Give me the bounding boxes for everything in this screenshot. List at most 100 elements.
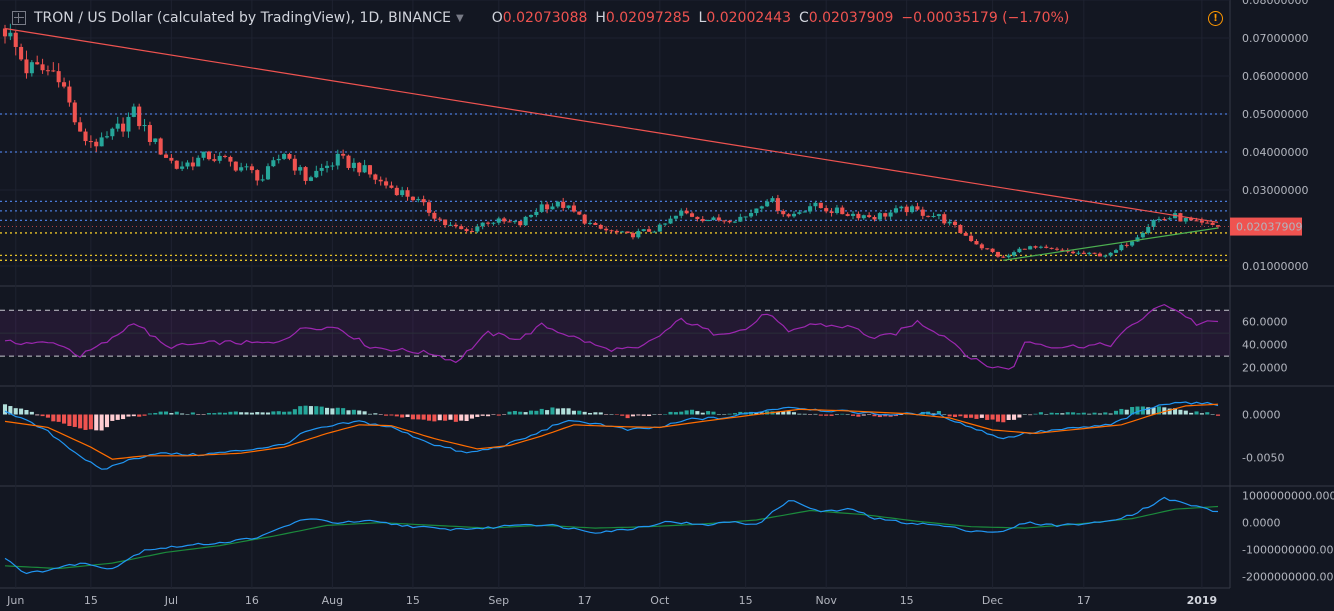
macd-histogram-bar bbox=[630, 414, 636, 417]
macd-histogram-bar bbox=[131, 414, 136, 417]
candle-body bbox=[791, 213, 797, 217]
macd-histogram-bar bbox=[802, 413, 807, 415]
chevron-down-icon[interactable]: ▼ bbox=[456, 12, 464, 24]
macd-histogram-bar bbox=[979, 414, 984, 418]
candle-body bbox=[405, 190, 410, 197]
macd-histogram-bar bbox=[1189, 412, 1194, 415]
macd-histogram-bar bbox=[1001, 414, 1006, 423]
macd-histogram-bar bbox=[2, 404, 8, 415]
candle-body bbox=[426, 202, 432, 213]
candle-body bbox=[684, 210, 689, 214]
candle-body bbox=[496, 218, 501, 223]
candle-body bbox=[1001, 256, 1006, 258]
candle-body bbox=[330, 165, 335, 167]
candle-body bbox=[1108, 252, 1113, 256]
candle-body bbox=[56, 71, 61, 83]
candle-body bbox=[1081, 252, 1086, 254]
warning-icon[interactable]: ! bbox=[1208, 11, 1223, 26]
macd-histogram-bar bbox=[1103, 412, 1108, 415]
macd-histogram-bar bbox=[1130, 406, 1135, 415]
macd-histogram-bar bbox=[593, 412, 598, 415]
macd-histogram-bar bbox=[115, 414, 120, 420]
candle-body bbox=[410, 196, 415, 201]
candle-body bbox=[62, 82, 67, 87]
macd-histogram-bar bbox=[496, 414, 501, 416]
candle-body bbox=[893, 208, 899, 213]
candle-body bbox=[523, 216, 528, 226]
macd-histogram-bar bbox=[700, 412, 705, 415]
macd-histogram-bar bbox=[657, 414, 662, 415]
macd-histogram-bar bbox=[1156, 406, 1161, 415]
candle-body bbox=[174, 160, 179, 169]
macd-histogram-bar bbox=[416, 414, 421, 420]
symbol-title[interactable]: TRON / US Dollar (calculated by TradingV… bbox=[34, 10, 452, 26]
macd-histogram-bar bbox=[8, 406, 13, 415]
macd-histogram-bar bbox=[947, 414, 952, 417]
macd-histogram-bar bbox=[808, 414, 813, 415]
macd-histogram-bar bbox=[1012, 414, 1017, 420]
candle-body bbox=[1033, 246, 1038, 248]
macd-histogram-bar bbox=[153, 412, 158, 415]
macd-histogram-bar bbox=[239, 412, 244, 415]
macd-histogram-bar bbox=[507, 411, 512, 415]
macd-histogram-bar bbox=[335, 407, 340, 415]
change-value: −0.00035179 (−1.70%) bbox=[901, 10, 1070, 26]
candle-body bbox=[45, 70, 50, 72]
macd-histogram-bar bbox=[271, 411, 276, 415]
candle-body bbox=[362, 165, 367, 173]
candle-body bbox=[1124, 244, 1129, 246]
macd-histogram-bar bbox=[190, 412, 195, 415]
macd-histogram-bar bbox=[1054, 412, 1060, 415]
macd-histogram-bar bbox=[1044, 413, 1049, 415]
candle-body bbox=[625, 231, 630, 234]
candle-body bbox=[507, 221, 512, 223]
macd-histogram-bar bbox=[555, 408, 560, 415]
macd-histogram-bar bbox=[121, 414, 126, 420]
candle-body bbox=[738, 216, 743, 222]
candle-body bbox=[223, 155, 228, 157]
macd-histogram-bar bbox=[287, 411, 292, 415]
macd-histogram-bar bbox=[324, 407, 330, 415]
candle-body bbox=[566, 205, 571, 208]
macd-histogram-bar bbox=[1065, 412, 1070, 415]
candle-body bbox=[486, 222, 491, 224]
candle-body bbox=[448, 224, 453, 226]
candle-body bbox=[1162, 219, 1167, 221]
macd-histogram-bar bbox=[528, 410, 534, 415]
macd-histogram-bar bbox=[308, 406, 313, 415]
macd-histogram-bar bbox=[641, 414, 646, 416]
macd-histogram-bar bbox=[217, 412, 222, 415]
macd-histogram-bar bbox=[319, 406, 324, 415]
expand-icon[interactable] bbox=[12, 11, 26, 25]
macd-histogram-bar bbox=[1199, 413, 1204, 415]
candle-body bbox=[260, 179, 265, 181]
macd-histogram-bar bbox=[561, 408, 566, 415]
macd-histogram-bar bbox=[174, 411, 179, 415]
candle-body bbox=[1210, 222, 1215, 226]
macd-histogram-bar bbox=[443, 414, 448, 421]
candle-body bbox=[947, 221, 952, 224]
candle-body bbox=[126, 116, 131, 132]
macd-histogram-bar bbox=[104, 414, 110, 428]
candle-body bbox=[443, 219, 448, 226]
macd-histogram-bar bbox=[330, 408, 335, 415]
candle-body bbox=[824, 208, 829, 212]
obv-tick-label: -1000000000.0000 bbox=[1242, 544, 1334, 557]
macd-histogram-bar bbox=[781, 411, 786, 415]
macd-histogram-bar bbox=[695, 411, 700, 415]
macd-histogram-bar bbox=[158, 411, 163, 415]
candle-body bbox=[910, 206, 915, 213]
macd-histogram-bar bbox=[421, 414, 426, 420]
candle-body bbox=[931, 215, 936, 217]
candle-body bbox=[561, 201, 566, 208]
candle-body bbox=[587, 222, 593, 224]
trendline bbox=[4, 27, 1219, 223]
candle-body bbox=[147, 125, 152, 142]
candle-body bbox=[1017, 248, 1022, 253]
obv-line bbox=[4, 496, 1219, 575]
macd-histogram-bar bbox=[754, 412, 759, 415]
candle-body bbox=[985, 248, 990, 250]
macd-histogram-bar bbox=[276, 411, 281, 415]
macd-histogram-bar bbox=[1113, 410, 1119, 415]
